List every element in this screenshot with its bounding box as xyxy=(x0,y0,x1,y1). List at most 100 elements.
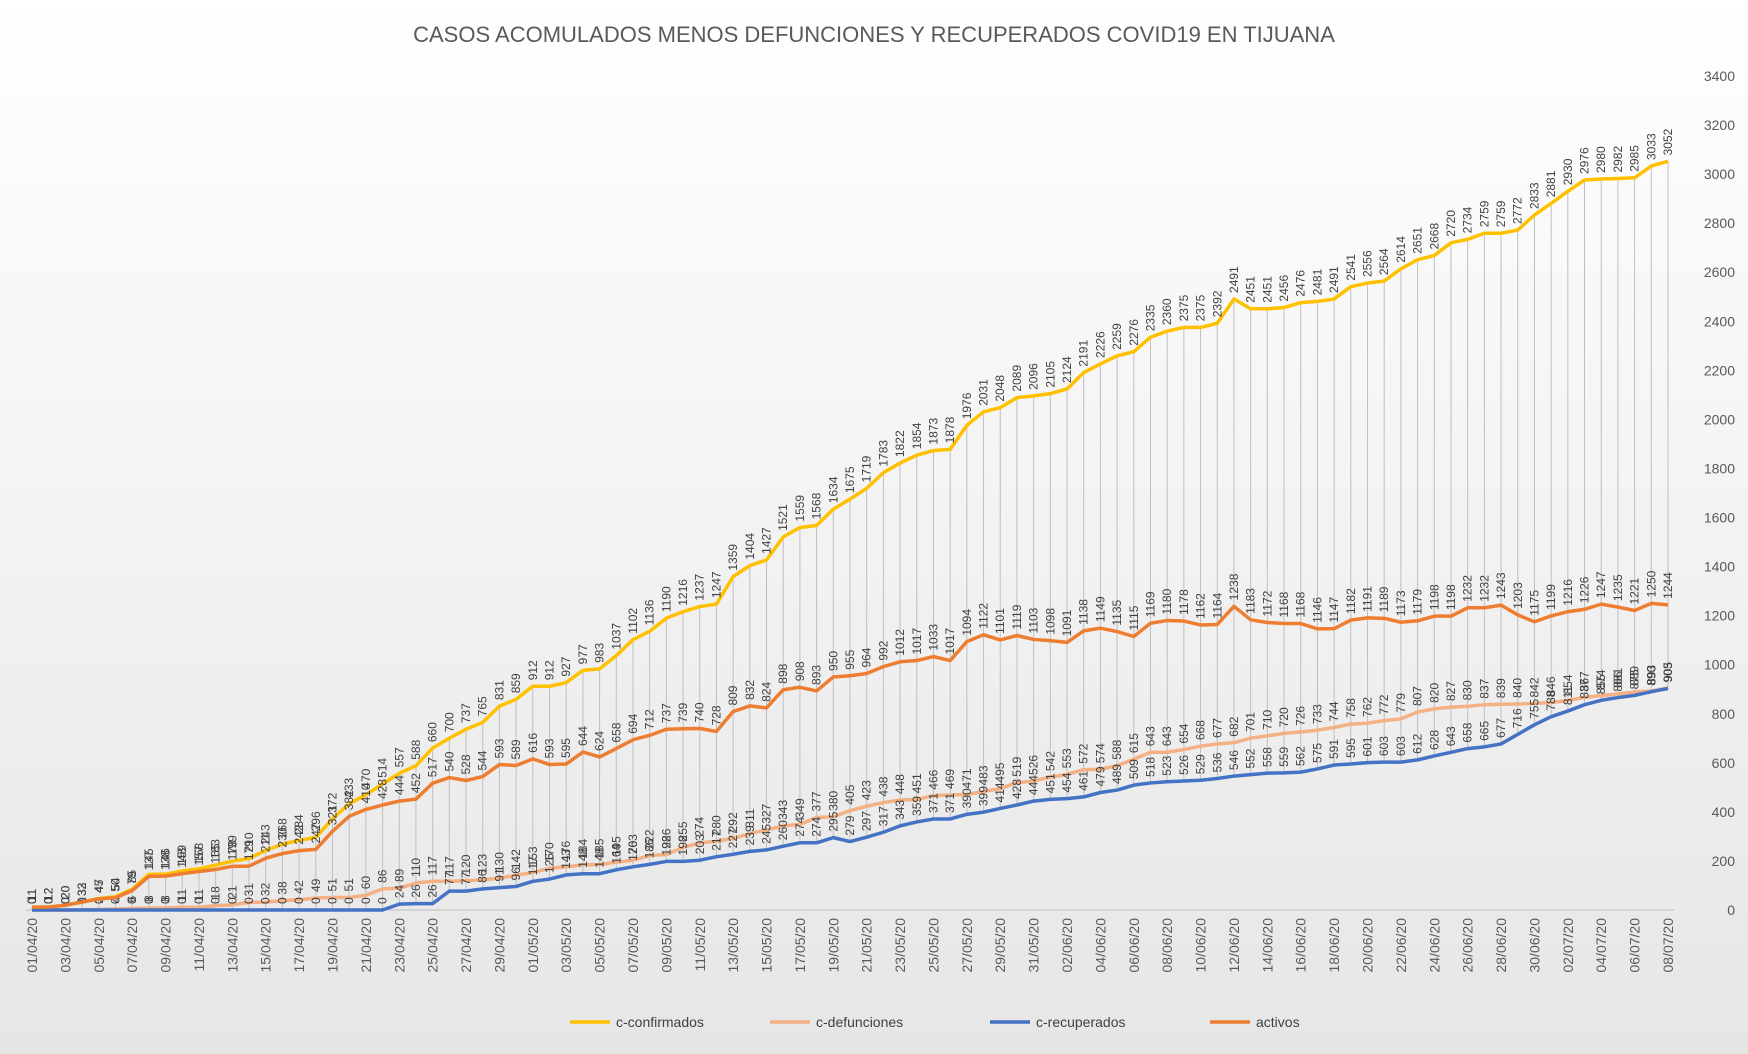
data-label: 854 xyxy=(1561,674,1575,694)
data-label: 2985 xyxy=(1628,145,1642,172)
data-label: 1180 xyxy=(1160,588,1174,614)
data-label: 859 xyxy=(509,673,523,693)
data-label: 243 xyxy=(259,824,273,844)
data-label: 452 xyxy=(409,773,423,793)
data-label: 840 xyxy=(1511,678,1525,698)
data-label: 145 xyxy=(142,848,156,868)
data-label: 0 xyxy=(325,897,339,904)
data-label: 433 xyxy=(342,777,356,797)
data-label: 1250 xyxy=(1644,570,1658,597)
data-label: 245 xyxy=(760,824,774,844)
data-label: 0 xyxy=(108,897,122,904)
x-tick-label: 11/05/20 xyxy=(692,918,708,972)
data-label: 451 xyxy=(910,773,924,793)
data-label: 2881 xyxy=(1544,170,1558,197)
chart-title: CASOS ACOMULADOS MENOS DEFUNCIONES Y REC… xyxy=(413,22,1335,47)
data-label: 820 xyxy=(1427,683,1441,703)
data-label: 47 xyxy=(92,879,106,893)
data-label: 1427 xyxy=(760,527,774,554)
x-tick-label: 02/06/20 xyxy=(1059,918,1075,973)
data-label: 955 xyxy=(843,649,857,669)
x-tick-label: 03/05/20 xyxy=(558,918,574,973)
data-label: 1822 xyxy=(893,430,907,457)
data-label: 2276 xyxy=(1127,319,1141,346)
data-label: 469 xyxy=(943,769,957,789)
data-label: 2048 xyxy=(993,375,1007,402)
data-label: 297 xyxy=(860,811,874,831)
data-label: 0 xyxy=(25,897,39,904)
data-label: 739 xyxy=(676,702,690,722)
data-label: 195 xyxy=(609,836,623,856)
data-label: 1 xyxy=(75,897,89,904)
data-label: 2392 xyxy=(1210,290,1224,317)
data-label: 130 xyxy=(492,852,506,872)
x-tick-label: 13/04/20 xyxy=(224,918,240,973)
data-label: 54 xyxy=(108,877,122,891)
data-label: 8 xyxy=(142,895,156,902)
data-label: 1183 xyxy=(1244,588,1258,614)
data-label: 712 xyxy=(643,709,657,729)
data-label: 230 xyxy=(275,827,289,847)
x-tick-label: 13/05/20 xyxy=(725,918,741,973)
data-label: 178 xyxy=(225,840,239,860)
data-label: 544 xyxy=(476,750,490,770)
x-tick-label: 19/04/20 xyxy=(324,918,340,973)
data-label: 855 xyxy=(1594,674,1608,694)
data-label: 32 xyxy=(75,882,89,896)
data-label: 1175 xyxy=(1527,590,1541,616)
data-label: 146 xyxy=(159,848,173,868)
data-label: 1854 xyxy=(910,422,924,449)
data-label: 1135 xyxy=(1110,599,1124,625)
x-tick-label: 25/04/20 xyxy=(425,918,441,973)
data-label: 665 xyxy=(1477,721,1491,741)
data-label: 830 xyxy=(1461,680,1475,700)
data-label: 1179 xyxy=(1411,589,1425,615)
data-label: 1190 xyxy=(659,586,673,612)
data-label: 12 xyxy=(42,887,56,901)
data-label: 428 xyxy=(1010,779,1024,799)
data-label: 710 xyxy=(1260,709,1274,729)
data-label: 1017 xyxy=(910,628,924,655)
x-tick-label: 10/06/20 xyxy=(1193,918,1209,973)
data-label: 242 xyxy=(292,824,306,844)
data-label: 123 xyxy=(476,853,490,873)
data-label: 117 xyxy=(442,856,456,875)
data-label: 846 xyxy=(1544,676,1558,696)
data-label: 2491 xyxy=(1327,266,1341,293)
data-label: 809 xyxy=(726,685,740,705)
data-label: 1359 xyxy=(726,544,740,571)
data-label: 1189 xyxy=(1377,586,1391,612)
x-tick-label: 07/04/20 xyxy=(124,918,140,973)
x-tick-label: 09/05/20 xyxy=(658,918,674,973)
y-tick-label: 2400 xyxy=(1704,313,1735,329)
data-label: 91 xyxy=(492,868,506,882)
data-label: 589 xyxy=(509,739,523,759)
data-label: 889 xyxy=(1628,666,1642,686)
data-label: 45 xyxy=(92,879,106,893)
data-label: 624 xyxy=(593,731,607,751)
x-tick-label: 17/04/20 xyxy=(291,918,307,973)
data-label: 120 xyxy=(459,854,473,874)
data-label: 268 xyxy=(275,818,289,838)
series-line xyxy=(32,686,1669,912)
data-label: 371 xyxy=(926,793,940,813)
data-label: 148 xyxy=(593,847,607,867)
data-label: 211 xyxy=(259,833,273,852)
data-label: 79 xyxy=(125,871,139,885)
data-label: 2096 xyxy=(1027,363,1041,390)
data-label: 588 xyxy=(1110,739,1124,759)
data-label: 1168 xyxy=(1294,591,1308,617)
x-tick-label: 08/06/20 xyxy=(1159,918,1175,973)
data-label: 184 xyxy=(576,839,590,859)
data-label: 593 xyxy=(492,738,506,758)
data-label: 898 xyxy=(776,663,790,683)
data-label: 0 xyxy=(42,897,56,904)
data-label: 758 xyxy=(1344,698,1358,718)
data-label: 668 xyxy=(1194,720,1208,740)
data-label: 1675 xyxy=(843,466,857,493)
data-label: 137 xyxy=(142,850,156,870)
data-label: 0 xyxy=(159,897,173,904)
data-label: 11 xyxy=(25,889,39,902)
data-label: 832 xyxy=(743,680,757,700)
data-label: 1122 xyxy=(977,603,991,629)
